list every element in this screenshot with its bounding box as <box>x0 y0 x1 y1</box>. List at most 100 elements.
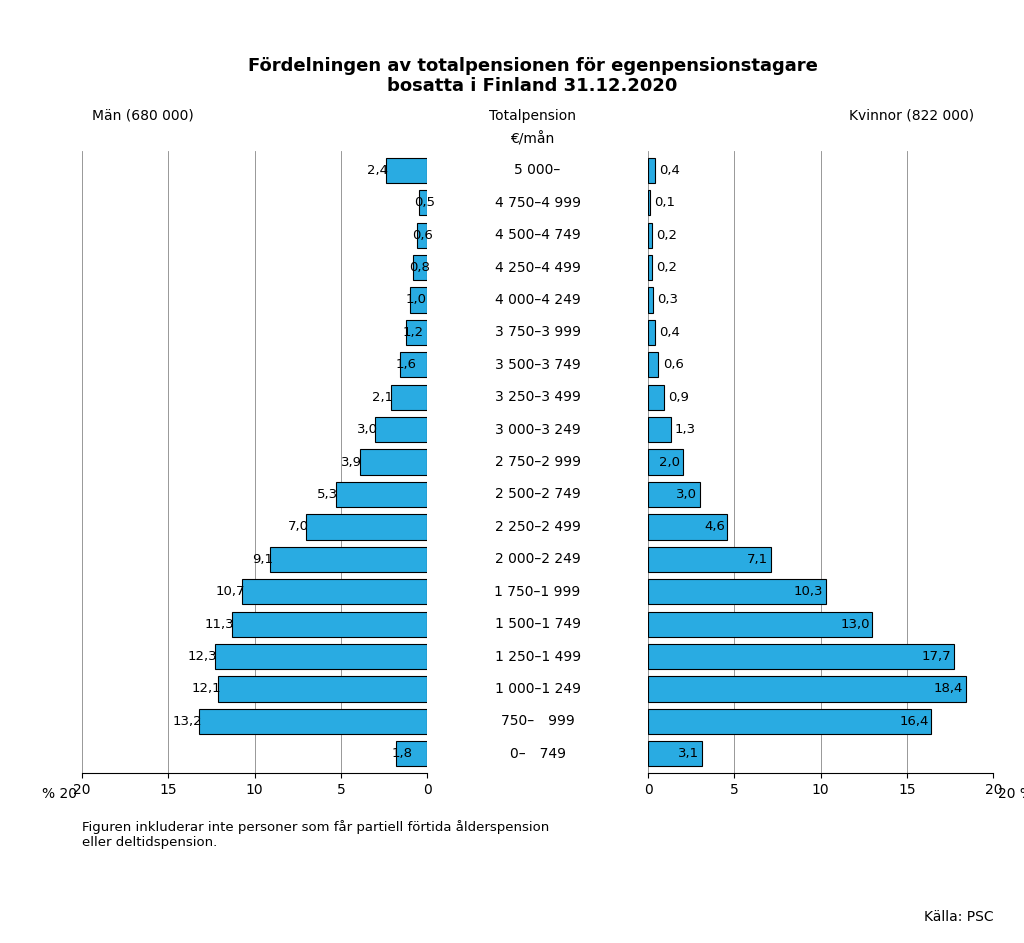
Bar <box>648 611 872 637</box>
Text: €/mån: €/mån <box>510 132 555 146</box>
Text: 1 000–1 249: 1 000–1 249 <box>495 682 581 696</box>
Bar <box>648 352 658 377</box>
Text: Fördelningen av totalpensionen för egenpensionstagare
bosatta i Finland 31.12.20: Fördelningen av totalpensionen för egenp… <box>248 57 817 95</box>
Bar <box>336 482 427 507</box>
Bar <box>648 255 651 280</box>
Bar <box>648 417 671 442</box>
Text: 2 500–2 749: 2 500–2 749 <box>495 488 581 502</box>
Text: 1,6: 1,6 <box>395 358 416 372</box>
Text: 4 500–4 749: 4 500–4 749 <box>495 228 581 242</box>
Text: 5,3: 5,3 <box>317 488 338 501</box>
Text: 0,4: 0,4 <box>659 164 680 177</box>
Bar <box>396 741 427 767</box>
Text: 18,4: 18,4 <box>934 683 964 696</box>
Bar <box>417 223 427 248</box>
Text: 4 750–4 999: 4 750–4 999 <box>495 196 581 209</box>
Text: 3,0: 3,0 <box>676 488 697 501</box>
Text: 3,0: 3,0 <box>357 423 378 437</box>
Text: 1,2: 1,2 <box>402 326 423 339</box>
Bar <box>419 190 427 215</box>
Text: 4 250–4 499: 4 250–4 499 <box>495 260 581 274</box>
Text: 2 750–2 999: 2 750–2 999 <box>495 455 581 469</box>
Text: 10,7: 10,7 <box>215 586 245 598</box>
Text: 17,7: 17,7 <box>922 650 951 663</box>
Text: 3 000–3 249: 3 000–3 249 <box>495 422 581 437</box>
Bar <box>391 385 427 410</box>
Text: 3,1: 3,1 <box>678 747 699 760</box>
Text: 0,9: 0,9 <box>668 390 689 404</box>
Bar <box>414 255 427 280</box>
Text: 1,0: 1,0 <box>406 293 427 306</box>
Text: 12,1: 12,1 <box>191 683 221 696</box>
Text: 2,0: 2,0 <box>659 455 680 469</box>
Bar <box>648 676 966 702</box>
Text: Totalpension: Totalpension <box>489 108 575 123</box>
Bar <box>359 450 427 474</box>
Text: 2 000–2 249: 2 000–2 249 <box>495 553 581 567</box>
Text: Källa: PSC: Källa: PSC <box>924 910 993 924</box>
Bar <box>270 547 427 572</box>
Text: 2,1: 2,1 <box>373 390 393 404</box>
Text: 20 %: 20 % <box>998 787 1024 802</box>
Bar <box>648 741 701 767</box>
Text: 7,1: 7,1 <box>746 553 768 566</box>
Text: 5 000–: 5 000– <box>514 163 561 177</box>
Bar <box>648 288 653 313</box>
Text: 10,3: 10,3 <box>794 586 823 598</box>
Bar <box>407 320 427 345</box>
Text: 0–  749: 0– 749 <box>510 747 565 761</box>
Bar <box>648 482 699 507</box>
Text: 13,0: 13,0 <box>841 618 869 631</box>
Text: 0,5: 0,5 <box>414 196 435 209</box>
Text: 0,6: 0,6 <box>663 358 684 372</box>
Bar <box>243 579 427 604</box>
Text: 2,4: 2,4 <box>368 164 388 177</box>
Bar <box>648 547 771 572</box>
Text: 1 250–1 499: 1 250–1 499 <box>495 650 581 664</box>
Text: 4,6: 4,6 <box>705 521 725 534</box>
Text: 2 250–2 499: 2 250–2 499 <box>495 520 581 534</box>
Bar <box>648 190 650 215</box>
Bar <box>200 709 427 734</box>
Bar <box>218 676 427 702</box>
Bar <box>648 514 727 539</box>
Text: % 20: % 20 <box>42 787 77 802</box>
Bar <box>215 644 427 670</box>
Text: 1 750–1 999: 1 750–1 999 <box>495 585 581 599</box>
Bar <box>399 352 427 377</box>
Bar <box>648 644 953 670</box>
Bar <box>648 579 825 604</box>
Bar <box>376 417 427 442</box>
Text: 0,6: 0,6 <box>413 228 433 241</box>
Text: 3,9: 3,9 <box>341 455 362 469</box>
Text: 7,0: 7,0 <box>288 521 309 534</box>
Text: Män (680 000): Män (680 000) <box>92 108 195 123</box>
Bar <box>232 611 427 637</box>
Text: 0,8: 0,8 <box>409 261 430 274</box>
Bar <box>386 157 427 183</box>
Text: 750–  999: 750– 999 <box>501 715 574 728</box>
Text: 12,3: 12,3 <box>187 650 217 663</box>
Text: 0,2: 0,2 <box>655 261 677 274</box>
Text: 0,4: 0,4 <box>659 326 680 339</box>
Bar <box>648 320 655 345</box>
Text: Kvinnor (822 000): Kvinnor (822 000) <box>849 108 974 123</box>
Bar <box>648 157 655 183</box>
Bar <box>648 385 664 410</box>
Bar <box>306 514 427 539</box>
Text: Figuren inkluderar inte personer som får partiell förtida ålderspension
eller de: Figuren inkluderar inte personer som får… <box>82 820 549 850</box>
Text: 1,8: 1,8 <box>392 747 413 760</box>
Text: 3 750–3 999: 3 750–3 999 <box>495 325 581 339</box>
Text: 16,4: 16,4 <box>899 715 929 728</box>
Text: 0,3: 0,3 <box>657 293 679 306</box>
Text: 13,2: 13,2 <box>172 715 202 728</box>
Text: 4 000–4 249: 4 000–4 249 <box>495 293 581 307</box>
Text: 0,1: 0,1 <box>654 196 675 209</box>
Text: 3 500–3 749: 3 500–3 749 <box>495 357 581 372</box>
Text: 1 500–1 749: 1 500–1 749 <box>495 617 581 631</box>
Bar <box>410 288 427 313</box>
Text: 1,3: 1,3 <box>675 423 696 437</box>
Bar <box>648 709 931 734</box>
Bar <box>648 223 651 248</box>
Text: 0,2: 0,2 <box>655 228 677 241</box>
